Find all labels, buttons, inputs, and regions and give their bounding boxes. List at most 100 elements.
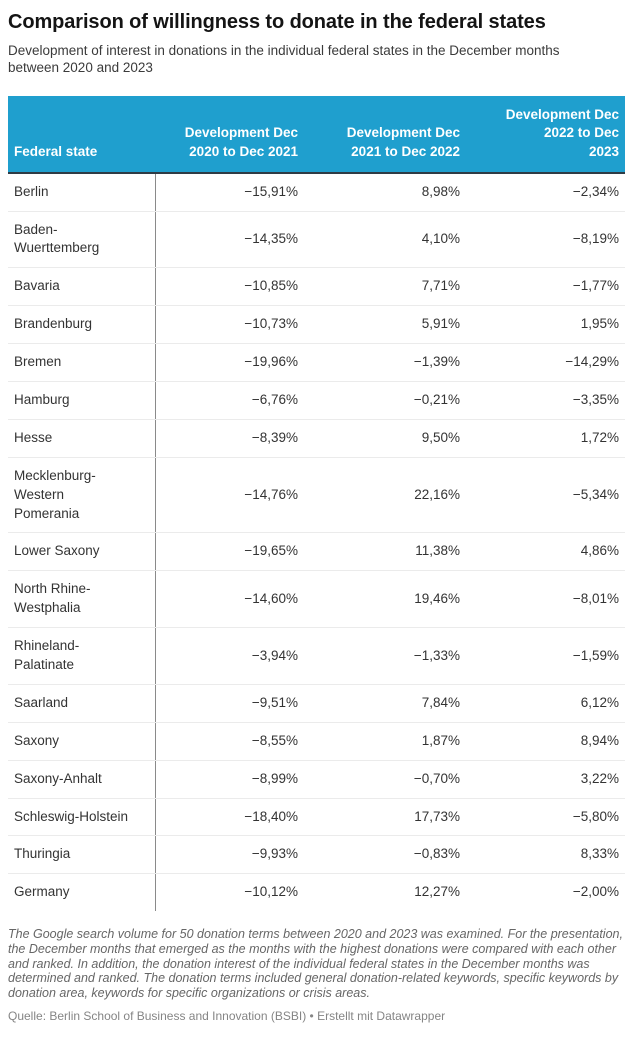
value-cell: −19,96%: [154, 343, 304, 382]
value-cell: −2,34%: [466, 172, 625, 212]
state-name-cell: Hamburg: [8, 381, 155, 420]
chart-footnote: The Google search volume for 50 donation…: [8, 927, 623, 1001]
value-cell: −0,21%: [304, 381, 466, 420]
value-cell: −6,76%: [154, 381, 304, 420]
value-cell: −18,40%: [154, 798, 304, 837]
value-cell: −19,65%: [154, 532, 304, 572]
table-row: Germany −10,12% 12,27% −2,00%: [8, 873, 625, 912]
value-cell: −3,35%: [466, 381, 625, 420]
datawrapper-attribution-link[interactable]: Erstellt mit Datawrapper: [317, 1008, 446, 1023]
value-cell: 17,73%: [304, 798, 466, 837]
value-cell: −10,12%: [154, 873, 304, 912]
state-name-cell: Mecklenburg- Western Pomerania: [8, 457, 155, 534]
state-name-cell: Brandenburg: [8, 305, 155, 345]
value-cell: −1,59%: [466, 627, 625, 685]
table-row: Saxony-Anhalt −8,99% −0,70% 3,22%: [8, 760, 625, 799]
table-row: Bremen −19,96% −1,39% −14,29%: [8, 343, 625, 382]
value-cell: 5,91%: [304, 305, 466, 345]
value-cell: 8,94%: [466, 722, 625, 761]
source-text: Berlin School of Business and Innovation…: [49, 1008, 307, 1023]
value-cell: −1,33%: [304, 627, 466, 685]
value-cell: 4,10%: [304, 211, 466, 269]
state-name-cell: Schleswig-Holstein: [8, 798, 155, 837]
value-cell: 1,95%: [466, 305, 625, 345]
value-cell: −3,94%: [154, 627, 304, 685]
table-row: Hesse −8,39% 9,50% 1,72%: [8, 419, 625, 458]
value-cell: −15,91%: [154, 172, 304, 212]
table-body: Berlin −15,91% 8,98% −2,34% Baden- Wuerttemb…: [8, 172, 625, 912]
chart-subtitle: Development of interest in donations in …: [8, 43, 560, 75]
value-cell: 1,87%: [304, 722, 466, 761]
value-cell: 19,46%: [304, 570, 466, 629]
value-cell: 4,86%: [466, 532, 625, 572]
table-row: Brandenburg −10,73% 5,91% 1,95%: [8, 305, 625, 345]
state-name-cell: Baden- Wuerttemberg: [8, 211, 155, 269]
column-header-dev-2020-2021: Development Dec 2020 to Dec 2021: [155, 95, 304, 174]
value-cell: −10,73%: [154, 305, 304, 345]
value-cell: −1,39%: [304, 343, 466, 382]
table-row: Berlin −15,91% 8,98% −2,34%: [8, 172, 625, 212]
value-cell: 8,33%: [466, 835, 625, 875]
state-name-cell: Saxony: [8, 722, 155, 761]
table-row: Saxony −8,55% 1,87% 8,94%: [8, 722, 625, 761]
table-header-row: Federal state Development Dec 2020 to De…: [8, 95, 625, 174]
state-name-cell: Bavaria: [8, 267, 155, 307]
value-cell: −5,34%: [466, 457, 625, 534]
value-cell: −14,76%: [154, 457, 304, 534]
value-cell: 6,12%: [466, 684, 625, 723]
value-cell: 7,71%: [304, 267, 466, 307]
value-cell: −1,77%: [466, 267, 625, 307]
state-name-cell: North Rhine- Westphalia: [8, 570, 155, 629]
column-header-dev-2021-2022: Development Dec 2021 to Dec 2022: [304, 95, 466, 174]
value-cell: 22,16%: [304, 457, 466, 534]
value-cell: −8,39%: [154, 419, 304, 458]
state-name-cell: Lower Saxony: [8, 532, 155, 572]
value-cell: −9,51%: [154, 684, 304, 723]
column-header-dev-2022-2023: Development Dec 2022 to Dec 2023: [466, 95, 625, 174]
table-row: North Rhine- Westphalia −14,60% 19,46% −8,0…: [8, 570, 625, 629]
value-cell: 7,84%: [304, 684, 466, 723]
value-cell: −14,29%: [466, 343, 625, 382]
value-cell: −2,00%: [572, 884, 619, 900]
value-cell: −8,01%: [466, 570, 625, 629]
column-header-federal-state: Federal state: [8, 95, 155, 174]
value-cell: 3,22%: [466, 760, 625, 799]
state-name-cell: Hesse: [8, 419, 155, 458]
value-cell: −8,55%: [154, 722, 304, 761]
value-cell: 11,38%: [304, 532, 466, 572]
value-cell: −9,93%: [154, 835, 304, 875]
value-cell: −14,60%: [154, 570, 304, 629]
state-name-cell: Germany: [14, 884, 70, 900]
table-row: Lower Saxony −19,65% 11,38% 4,86%: [8, 532, 625, 572]
source-separator-icon: •: [309, 1008, 314, 1023]
value-cell: −5,80%: [466, 798, 625, 837]
state-name-cell: Bremen: [8, 343, 155, 382]
source-label: Quelle:: [8, 1008, 47, 1023]
table-row: Schleswig-Holstein −18,40% 17,73% −5,80%: [8, 798, 625, 837]
table-row: Hamburg −6,76% −0,21% −3,35%: [8, 381, 625, 420]
state-name-cell: Saarland: [8, 684, 155, 723]
value-cell: 1,72%: [466, 419, 625, 458]
value-cell: 9,50%: [304, 419, 466, 458]
value-cell: −0,70%: [304, 760, 466, 799]
chart-title: Comparison of willingness to donate in t…: [8, 11, 546, 33]
state-name-cell: Saxony-Anhalt: [8, 760, 155, 799]
state-name-cell: Berlin: [8, 172, 155, 212]
source-line: Quelle: Berlin School of Business and In…: [8, 1008, 625, 1025]
value-cell: −0,83%: [304, 835, 466, 875]
value-cell: −14,35%: [154, 211, 304, 269]
value-cell: 8,98%: [304, 172, 466, 212]
table-row: Mecklenburg- Western Pomerania −14,76% 22,…: [8, 457, 625, 534]
table-row: Bavaria −10,85% 7,71% −1,77%: [8, 267, 625, 307]
state-name-cell: Rhineland- Palatinate: [8, 627, 155, 685]
table-row: Baden- Wuerttemberg −14,35% 4,10% −8,19%: [8, 211, 625, 269]
table-row: Saarland −9,51% 7,84% 6,12%: [8, 684, 625, 723]
table-header: Federal state Development Dec 2020 to De…: [8, 95, 625, 174]
donation-table: Federal state Development Dec 2020 to De…: [8, 95, 625, 912]
state-name-cell: Thuringia: [8, 835, 155, 875]
value-cell: −8,99%: [154, 760, 304, 799]
table-row: Thuringia −9,93% −0,83% 8,33%: [8, 835, 625, 875]
value-cell: 12,27%: [414, 884, 460, 900]
value-cell: −8,19%: [466, 211, 625, 269]
